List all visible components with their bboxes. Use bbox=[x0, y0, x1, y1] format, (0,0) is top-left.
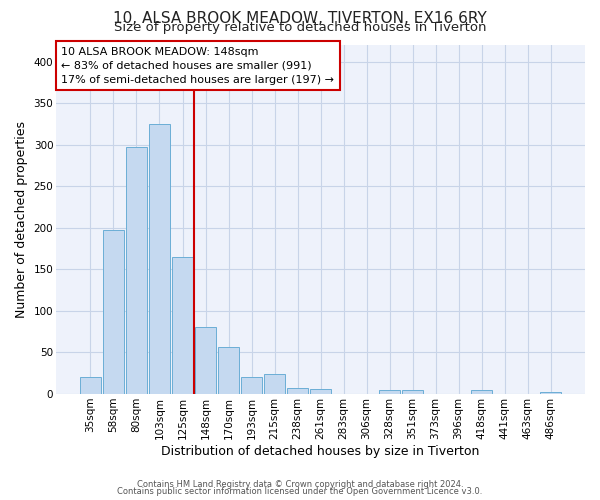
X-axis label: Distribution of detached houses by size in Tiverton: Distribution of detached houses by size … bbox=[161, 444, 480, 458]
Bar bbox=[241, 376, 262, 394]
Bar bbox=[379, 390, 400, 394]
Bar bbox=[264, 374, 285, 394]
Bar bbox=[402, 390, 423, 394]
Bar bbox=[287, 388, 308, 394]
Bar bbox=[126, 147, 147, 394]
Bar bbox=[310, 389, 331, 394]
Text: Contains public sector information licensed under the Open Government Licence v3: Contains public sector information licen… bbox=[118, 487, 482, 496]
Bar bbox=[149, 124, 170, 394]
Text: Size of property relative to detached houses in Tiverton: Size of property relative to detached ho… bbox=[114, 22, 486, 35]
Bar bbox=[471, 390, 492, 394]
Bar bbox=[540, 392, 561, 394]
Text: 10 ALSA BROOK MEADOW: 148sqm
← 83% of detached houses are smaller (991)
17% of s: 10 ALSA BROOK MEADOW: 148sqm ← 83% of de… bbox=[61, 46, 334, 84]
Bar bbox=[80, 378, 101, 394]
Text: Contains HM Land Registry data © Crown copyright and database right 2024.: Contains HM Land Registry data © Crown c… bbox=[137, 480, 463, 489]
Bar bbox=[195, 326, 216, 394]
Y-axis label: Number of detached properties: Number of detached properties bbox=[15, 121, 28, 318]
Bar bbox=[172, 257, 193, 394]
Bar bbox=[103, 230, 124, 394]
Bar bbox=[218, 346, 239, 394]
Text: 10, ALSA BROOK MEADOW, TIVERTON, EX16 6RY: 10, ALSA BROOK MEADOW, TIVERTON, EX16 6R… bbox=[113, 11, 487, 26]
